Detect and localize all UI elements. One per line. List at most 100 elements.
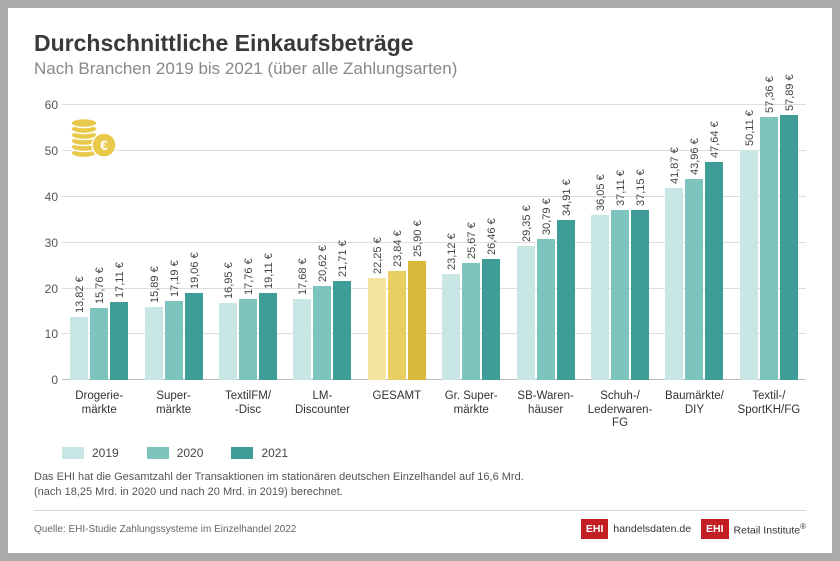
bar: 57,89 €	[780, 115, 798, 381]
bar-value-label: 16,95 €	[223, 262, 235, 299]
y-tick-label: 10	[34, 327, 58, 341]
bar: 47,64 €	[705, 162, 723, 381]
bar-groups: 13,82 €15,76 €17,11 €15,89 €17,19 €19,06…	[62, 105, 806, 380]
logos: EHI handelsdaten.de EHI Retail Institute…	[581, 519, 806, 539]
bar: 41,87 €	[665, 188, 683, 380]
y-tick-label: 50	[34, 144, 58, 158]
bar: 13,82 €	[70, 317, 88, 380]
legend-swatch	[231, 447, 253, 459]
ehi-badge: EHI	[581, 519, 609, 539]
bar-value-label: 17,68 €	[297, 258, 309, 295]
bar: 30,79 €	[537, 239, 555, 380]
bar-value-label: 34,91 €	[561, 179, 573, 216]
handelsdaten-logo: EHI handelsdaten.de	[581, 519, 691, 539]
x-category-label: Drogerie-märkte	[62, 384, 136, 442]
legend-label: 2019	[92, 446, 119, 460]
x-category-label: SB-Waren-häuser	[508, 384, 582, 442]
bar-value-label: 43,96 €	[689, 138, 701, 175]
bar-value-label: 29,35 €	[521, 205, 533, 242]
retail-institute-logo: EHI Retail Institute®	[701, 519, 806, 539]
bar-value-label: 37,15 €	[635, 169, 647, 206]
bar: 34,91 €	[557, 220, 575, 380]
bar-value-label: 13,82 €	[74, 276, 86, 313]
bar-value-label: 47,64 €	[709, 121, 721, 158]
bar: 50,11 €	[740, 150, 758, 380]
legend-item: 2019	[62, 446, 119, 460]
euro-coins-icon: €	[70, 113, 118, 164]
bar-group: 29,35 €30,79 €34,91 €	[508, 105, 582, 380]
bar-group: 50,11 €57,36 €57,89 €	[732, 105, 806, 380]
bar: 25,67 €	[462, 263, 480, 381]
bar-value-label: 19,11 €	[263, 253, 275, 289]
bar-value-label: 23,12 €	[446, 234, 458, 271]
bar: 17,76 €	[239, 299, 257, 380]
legend-item: 2021	[231, 446, 288, 460]
bar: 19,11 €	[259, 293, 277, 381]
bar-value-label: 15,76 €	[94, 267, 106, 304]
y-tick-label: 0	[34, 373, 58, 387]
footnote-line: Das EHI hat die Gesamtzahl der Transakti…	[34, 471, 524, 483]
bar-value-label: 19,06 €	[189, 252, 201, 289]
chart-frame: Durchschnittliche Einkaufsbeträge Nach B…	[8, 8, 832, 553]
bar-value-label: 20,62 €	[317, 245, 329, 282]
y-tick-label: 60	[34, 98, 58, 112]
bar-group: 22,25 €23,84 €25,90 €	[360, 105, 434, 380]
bar: 57,36 €	[760, 117, 778, 380]
x-category-label: Textil-/SportKH/FG	[732, 384, 806, 442]
svg-text:€: €	[100, 137, 108, 153]
bar-value-label: 22,25 €	[372, 238, 384, 275]
bar: 37,11 €	[611, 210, 629, 380]
bar-value-label: 57,89 €	[784, 74, 796, 111]
bar: 26,46 €	[482, 259, 500, 380]
bar: 22,25 €	[368, 278, 386, 380]
y-tick-label: 20	[34, 282, 58, 296]
bar: 29,35 €	[517, 246, 535, 381]
bar-value-label: 26,46 €	[486, 218, 498, 255]
legend-swatch	[147, 447, 169, 459]
x-category-label: Super-märkte	[136, 384, 210, 442]
x-category-label: Schuh-/Lederwaren-FG	[583, 384, 657, 442]
footnote: Das EHI hat die Gesamtzahl der Transakti…	[34, 470, 806, 500]
plot-region: 0102030405060 13,82 €15,76 €17,11 €15,89…	[62, 105, 806, 380]
logo-text: handelsdaten.de	[608, 523, 691, 535]
chart-subtitle: Nach Branchen 2019 bis 2021 (über alle Z…	[34, 59, 806, 79]
legend-label: 2021	[261, 446, 288, 460]
bar: 43,96 €	[685, 179, 703, 381]
bar-value-label: 15,89 €	[149, 267, 161, 304]
bar: 17,19 €	[165, 301, 183, 380]
source-text: Quelle: EHI-Studie Zahlungssysteme im Ei…	[34, 524, 296, 535]
bar: 23,12 €	[442, 274, 460, 380]
bar: 19,06 €	[185, 293, 203, 380]
legend-item: 2020	[147, 446, 204, 460]
bar: 20,62 €	[313, 286, 331, 381]
bar: 25,90 €	[408, 261, 426, 380]
y-tick-label: 30	[34, 236, 58, 250]
bar-value-label: 23,84 €	[392, 230, 404, 267]
chart-area: € 0102030405060 13,82 €15,76 €17,11 €15,…	[34, 105, 806, 442]
bar: 17,68 €	[293, 299, 311, 380]
footer: Quelle: EHI-Studie Zahlungssysteme im Ei…	[34, 510, 806, 539]
ehi-badge: EHI	[701, 519, 729, 539]
bar-value-label: 17,76 €	[243, 258, 255, 295]
bar-value-label: 50,11 €	[744, 111, 756, 147]
bar-group: 36,05 €37,11 €37,15 €	[583, 105, 657, 380]
legend-label: 2020	[177, 446, 204, 460]
bar: 15,89 €	[145, 307, 163, 380]
bar: 37,15 €	[631, 210, 649, 380]
bar-value-label: 21,71 €	[337, 240, 349, 277]
bar: 21,71 €	[333, 281, 351, 381]
bar: 15,76 €	[90, 308, 108, 380]
bar-value-label: 41,87 €	[669, 148, 681, 185]
bar: 23,84 €	[388, 271, 406, 380]
footnote-line: (nach 18,25 Mrd. in 2020 und nach 20 Mrd…	[34, 486, 343, 498]
x-category-label: Baumärkte/DIY	[657, 384, 731, 442]
legend-swatch	[62, 447, 84, 459]
x-axis-labels: Drogerie-märkteSuper-märkteTextilFM/-Dis…	[62, 384, 806, 442]
bar-value-label: 37,11 €	[615, 170, 627, 206]
x-category-label: Gr. Super-märkte	[434, 384, 508, 442]
chart-title: Durchschnittliche Einkaufsbeträge	[34, 30, 806, 57]
bar-value-label: 17,19 €	[169, 261, 181, 298]
bar-value-label: 25,90 €	[412, 221, 424, 258]
bar-value-label: 17,11 €	[114, 262, 126, 298]
bar-group: 15,89 €17,19 €19,06 €	[136, 105, 210, 380]
